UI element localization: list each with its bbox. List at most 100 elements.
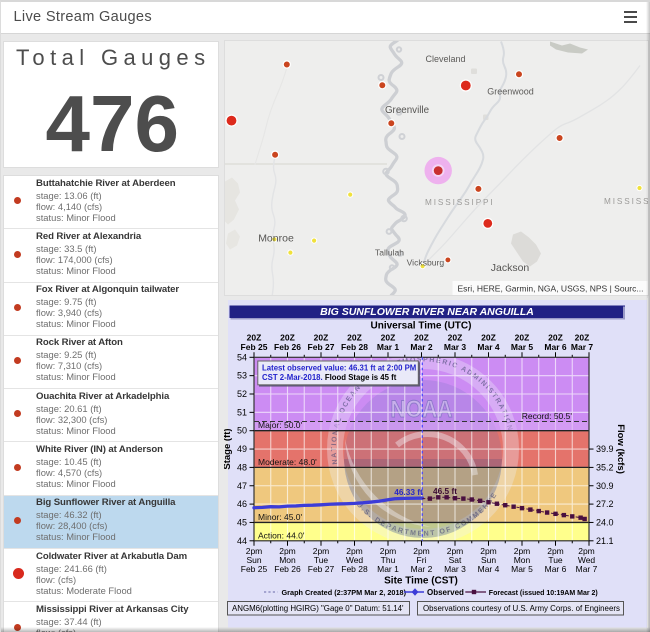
svg-text:Mar 2: Mar 2 [411,564,433,574]
svg-text:20Z: 20Z [347,333,362,343]
svg-text:20Z: 20Z [481,333,496,343]
svg-text:Thu: Thu [381,555,396,565]
svg-text:24.0: 24.0 [596,517,614,527]
svg-text:52: 52 [237,389,247,399]
svg-text:20Z: 20Z [314,333,329,343]
svg-text:Mar 3: Mar 3 [444,342,466,352]
svg-text:46.33 ft: 46.33 ft [394,487,423,497]
svg-text:Observed: Observed [427,588,464,597]
svg-text:Observations courtesy of U.S.: Observations courtesy of U.S. Army Corps… [423,604,620,613]
svg-text:Feb 25: Feb 25 [241,342,268,352]
svg-text:2pm: 2pm [447,546,464,556]
svg-text:2pm: 2pm [279,546,296,556]
svg-text:Tue: Tue [548,555,563,565]
svg-text:Greenwood: Greenwood [487,86,534,96]
svg-text:50: 50 [237,426,247,436]
svg-text:Graph Created (2:37PM Mar 2, 2: Graph Created (2:37PM Mar 2, 2018) [282,588,407,597]
svg-text:46.5 ft: 46.5 ft [433,486,457,496]
svg-text:35.2: 35.2 [596,462,614,472]
svg-text:47: 47 [237,481,247,491]
svg-text:Sun: Sun [481,555,496,565]
svg-text:Record: 50.5': Record: 50.5' [522,411,573,421]
svg-text:Cleveland: Cleveland [425,54,465,64]
svg-text:49: 49 [237,444,247,454]
svg-text:20Z: 20Z [280,333,295,343]
svg-text:Mar 1: Mar 1 [377,342,399,352]
svg-text:Feb 27: Feb 27 [308,342,335,352]
svg-text:30.9: 30.9 [596,481,614,491]
svg-text:Mon: Mon [279,555,296,565]
svg-text:Forecast (issued 10:19AM Mar 2: Forecast (issued 10:19AM Mar 2) [489,590,598,597]
svg-text:ANGM6(plotting HGIRG) "Gage 0": ANGM6(plotting HGIRG) "Gage 0" Datum: 51… [232,604,404,613]
svg-text:Mar 7: Mar 7 [571,342,593,352]
svg-text:20Z: 20Z [548,333,563,343]
svg-text:20Z: 20Z [414,333,429,343]
svg-text:Greenville: Greenville [385,105,430,116]
svg-text:Mar 1: Mar 1 [377,564,399,574]
svg-text:Stage (ft): Stage (ft) [224,428,233,469]
svg-text:Moderate: 48.0': Moderate: 48.0' [258,457,317,467]
svg-text:2pm: 2pm [578,546,595,556]
svg-text:Latest observed value: 46.31: Latest observed value: 46.31 ft at 2:00 … [262,364,416,373]
svg-text:CST 2-Mar-2018. Flood Stage i: CST 2-Mar-2018. Flood Stage is 45 ft [262,373,397,382]
svg-text:2pm: 2pm [413,546,430,556]
svg-text:Esri, HERE, Garmin, NGA, USGS,: Esri, HERE, Garmin, NGA, USGS, NPS | Sou… [458,283,644,293]
svg-text:Wed: Wed [578,555,596,565]
svg-text:Feb 28: Feb 28 [341,564,368,574]
svg-text:Tallulah: Tallulah [375,247,404,257]
svg-text:20Z: 20Z [448,333,463,343]
svg-text:Action: 44.0': Action: 44.0' [258,530,305,540]
svg-text:Mar 4: Mar 4 [478,564,500,574]
svg-text:Fri: Fri [417,555,427,565]
svg-text:Jackson: Jackson [491,261,530,273]
svg-text:MISSISSIPPI: MISSISSIPPI [425,198,495,207]
svg-text:MISSISSI: MISSISSI [604,197,648,206]
svg-text:46: 46 [237,499,247,509]
svg-text:2pm: 2pm [547,546,564,556]
svg-text:Feb 26: Feb 26 [274,342,301,352]
svg-text:Feb 26: Feb 26 [274,564,301,574]
svg-text:Mar 2: Mar 2 [410,342,432,352]
svg-text:Mar 6: Mar 6 [544,342,566,352]
svg-text:48: 48 [237,462,247,472]
svg-text:Sat: Sat [449,555,462,565]
svg-text:Feb 25: Feb 25 [241,564,268,574]
svg-text:Site Time (CST): Site Time (CST) [384,576,458,587]
svg-text:Minor: 45.0': Minor: 45.0' [258,512,303,522]
svg-text:Mon: Mon [514,555,531,565]
svg-text:2pm: 2pm [313,546,330,556]
svg-text:21.1: 21.1 [596,536,614,546]
svg-text:Wed: Wed [346,555,364,565]
svg-text:53: 53 [237,371,247,381]
svg-text:Mar 4: Mar 4 [477,342,499,352]
svg-text:BIG SUNFLOWER RIVER NEAR ANGUI: BIG SUNFLOWER RIVER NEAR ANGUILLA [320,306,534,318]
svg-text:Mar 5: Mar 5 [511,564,533,574]
svg-text:Major: 50.0': Major: 50.0' [258,420,303,430]
svg-text:2pm: 2pm [346,546,363,556]
svg-text:45: 45 [237,517,247,527]
svg-text:51: 51 [237,407,247,417]
svg-text:2pm: 2pm [246,546,263,556]
svg-text:Vicksburg: Vicksburg [407,257,445,267]
svg-text:Universal Time (UTC): Universal Time (UTC) [371,321,472,332]
svg-text:Mar 7: Mar 7 [576,564,598,574]
svg-text:Flow (kcfs): Flow (kcfs) [615,424,626,474]
svg-text:54: 54 [237,352,247,362]
svg-text:Mar 3: Mar 3 [444,564,466,574]
svg-text:20Z: 20Z [381,333,396,343]
svg-text:39.9: 39.9 [596,444,614,454]
svg-text:20Z: 20Z [575,333,590,343]
svg-text:Sun: Sun [246,555,261,565]
svg-text:Monroe: Monroe [258,232,294,244]
svg-text:2pm: 2pm [480,546,497,556]
svg-text:44: 44 [237,536,247,546]
svg-text:27.2: 27.2 [596,499,614,509]
svg-text:Mar 6: Mar 6 [545,564,567,574]
svg-text:Tue: Tue [314,555,329,565]
svg-text:Feb 27: Feb 27 [308,564,335,574]
svg-text:Feb 28: Feb 28 [341,342,368,352]
svg-text:2pm: 2pm [380,546,397,556]
svg-text:2pm: 2pm [514,546,531,556]
svg-text:20Z: 20Z [247,333,262,343]
svg-text:20Z: 20Z [515,333,530,343]
